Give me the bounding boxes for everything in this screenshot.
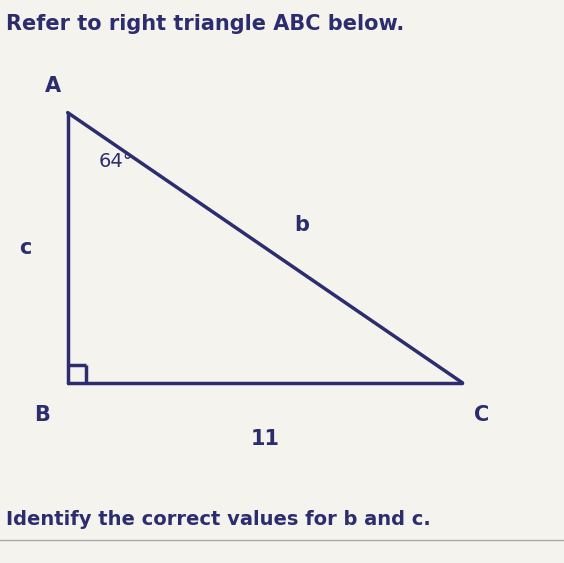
Text: b: b (294, 215, 309, 235)
Text: C: C (474, 405, 489, 426)
Text: c: c (19, 238, 31, 258)
Text: Identify the correct values for b and c.: Identify the correct values for b and c. (6, 510, 430, 529)
Text: Refer to right triangle ABC below.: Refer to right triangle ABC below. (6, 14, 404, 34)
Text: B: B (34, 405, 50, 426)
Text: A: A (45, 75, 61, 96)
Text: 64°: 64° (99, 152, 133, 171)
Text: 11: 11 (250, 429, 280, 449)
